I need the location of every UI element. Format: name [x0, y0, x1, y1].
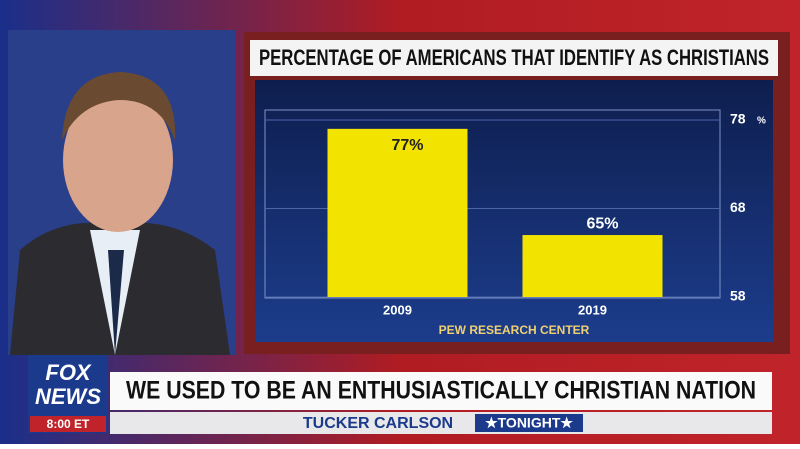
time-box [30, 416, 106, 432]
y-unit: % [757, 116, 766, 127]
source: PEW RESEARCH CENTER [439, 323, 590, 337]
show-tag-box [475, 414, 583, 432]
time: 8:00 ET [47, 417, 90, 431]
bar [327, 128, 468, 297]
x-tick-label: 2009 [383, 302, 412, 317]
y-tick-label: 78 [730, 111, 746, 127]
value-label: 65% [586, 215, 618, 232]
show-bar [110, 412, 772, 434]
title-bar [250, 40, 778, 76]
show-tag: ★TONIGHT★ [485, 415, 573, 431]
value-label: 77% [391, 137, 423, 154]
show-name: TUCKER CARLSON [303, 415, 453, 432]
plot-frame [264, 109, 721, 299]
bar [522, 235, 663, 297]
x-tick-label: 2019 [578, 302, 607, 317]
y-tick-label: 58 [730, 288, 746, 304]
headline: WE USED TO BE AN ENTHUSIASTICALLY CHRIST… [126, 377, 756, 405]
y-tick-label: 68 [730, 199, 746, 215]
anchor [8, 30, 236, 355]
logo-top: FOX [45, 360, 92, 385]
chart-title: PERCENTAGE OF AMERICANS THAT IDENTIFY AS… [259, 45, 769, 70]
logo-bottom: NEWS [35, 384, 101, 409]
headline-bar [110, 372, 772, 410]
